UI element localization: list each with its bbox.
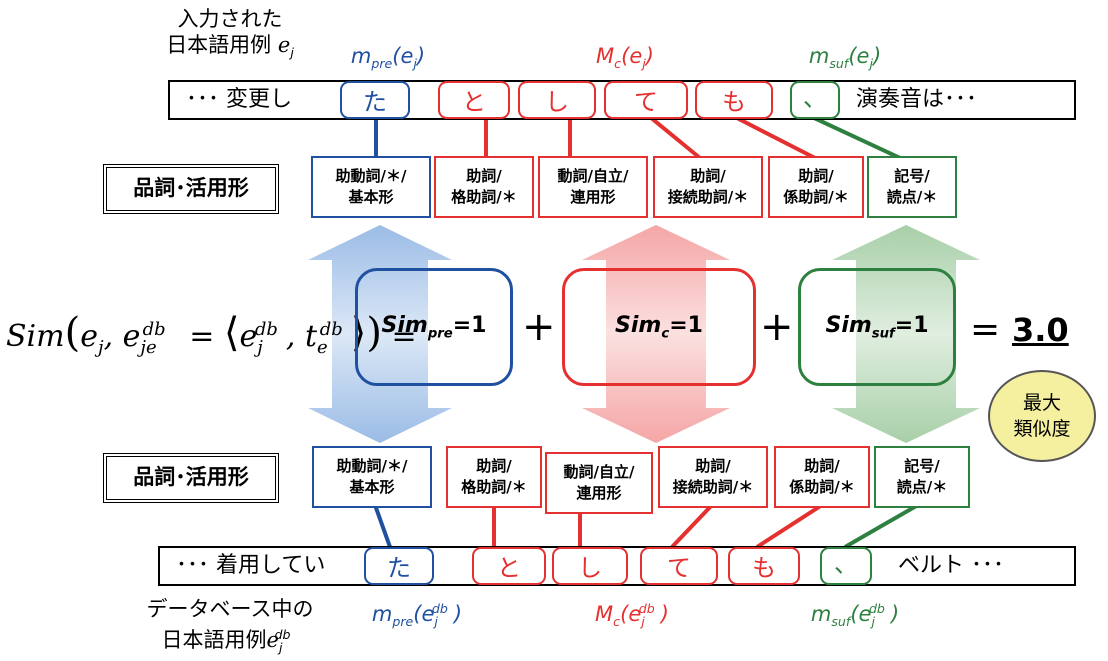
plus-operator-2: + — [760, 304, 794, 350]
bottom-token-5: も — [728, 547, 800, 585]
top-m-pre-label: mpre(ej) — [350, 44, 426, 72]
top-token-3: し — [518, 81, 596, 119]
equals-operator: = — [970, 309, 1001, 350]
top-pos-box-5: 助詞/係助詞/＊ — [768, 156, 864, 218]
db-example-label: データベース中の 日本語用例ejdb — [146, 597, 314, 656]
plus-operator-1: + — [522, 304, 556, 350]
bottom-pos-box-4: 助詞/接続助詞/＊ — [658, 446, 768, 508]
sim-c-box: Simc=1 — [562, 268, 756, 386]
top-token-5: も — [695, 81, 773, 119]
top-token-4: て — [604, 81, 688, 119]
bottom-connector-5 — [755, 503, 824, 549]
bottom-sentence-prefix: ･･･ 着用してい — [176, 553, 326, 578]
top-token-1: た — [340, 81, 410, 119]
similarity-formula: Sim(ej, ejedb = ⟨ejdb, tedb ⟩) = — [6, 310, 417, 358]
bottom-token-2: と — [472, 547, 546, 585]
bottom-sentence-suffix: ベルト ･･･ — [898, 553, 1004, 578]
bottom-connector-6 — [844, 503, 919, 549]
top-pos-box-6: 記号/読点/＊ — [867, 156, 957, 218]
top-sentence-suffix: 演奏音は･･･ — [856, 87, 978, 112]
max-similarity-badge: 最大 類似度 — [988, 370, 1096, 462]
top-pos-box-4: 助詞/接続助詞/＊ — [653, 156, 763, 218]
bottom-connector-4 — [670, 503, 714, 549]
top-M-c-label: Mc(ej) — [596, 44, 654, 72]
top-pos-box-3: 動詞/自立/連用形 — [538, 156, 648, 218]
top-sentence-prefix: ･･･ 変更し — [186, 87, 292, 112]
bottom-M-c-label: Mc(ejdb) — [595, 601, 669, 630]
input-example-label: 入力された 日本語用例 ej — [166, 7, 294, 61]
bottom-token-4: て — [640, 547, 718, 585]
bottom-token-3: し — [552, 547, 628, 585]
top-token-2: と — [438, 81, 510, 119]
top-connector-6 — [811, 115, 901, 160]
sim-suf-box: Simsuf=1 — [798, 268, 956, 386]
top-m-suf-label: msuf(ej) — [808, 44, 882, 72]
double-arrow-core — [582, 225, 730, 443]
bottom-m-pre-label: mpre(ejdb) — [371, 601, 463, 630]
sim-pre-box: Simpre=1 — [355, 268, 513, 386]
top-token-6: 、 — [790, 81, 840, 119]
top-connector-5 — [734, 115, 816, 160]
bottom-pos-box-5: 助詞/係助詞/＊ — [774, 446, 870, 508]
similarity-result: 3.0 — [1012, 311, 1069, 349]
top-pos-title: 品詞･活用形 — [103, 164, 279, 214]
double-arrow-pre — [308, 225, 452, 443]
bottom-pos-box-1: 助動詞/＊/基本形 — [312, 446, 432, 508]
bottom-pos-title: 品詞･活用形 — [103, 453, 279, 503]
bottom-pos-box-2: 助詞/格助詞/＊ — [446, 446, 542, 508]
bottom-pos-box-3: 動詞/自立/連用形 — [545, 452, 653, 514]
top-pos-box-1: 助動詞/＊/基本形 — [311, 156, 431, 218]
bottom-token-6: 、 — [820, 547, 872, 585]
bottom-connector-1 — [373, 504, 392, 548]
top-connector-4 — [648, 115, 702, 160]
bottom-token-1: た — [364, 547, 434, 585]
top-pos-box-2: 助詞/格助詞/＊ — [434, 156, 534, 218]
bottom-m-suf-label: msuf(ejdb) — [810, 601, 900, 630]
bottom-pos-box-6: 記号/読点/＊ — [874, 446, 970, 508]
